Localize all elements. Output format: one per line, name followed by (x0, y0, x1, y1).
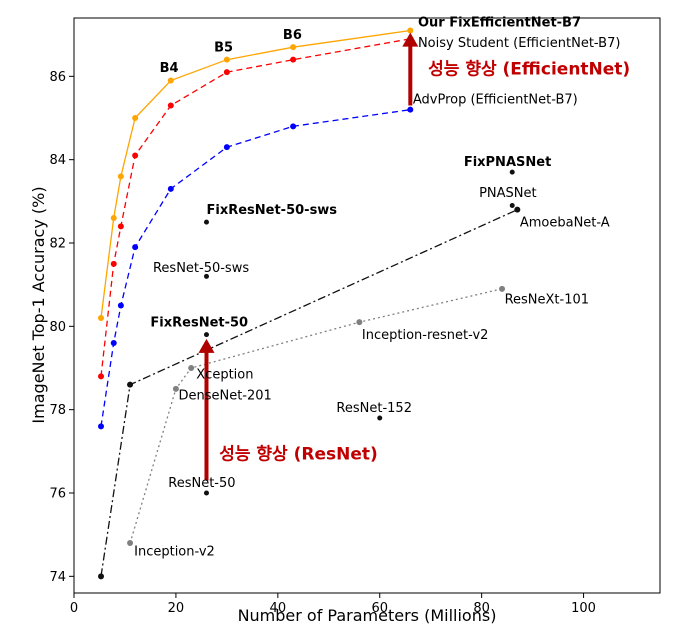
arrow-layer (198, 32, 419, 481)
y-axis-title: ImageNet Top-1 Accuracy (%) (29, 186, 48, 423)
single-points (203, 169, 515, 496)
series-point-fix-efficientnet (132, 115, 139, 121)
series-point-nas-family (98, 573, 105, 580)
label-advprop-label: AdvProp (EfficientNet-B7) (413, 92, 578, 107)
series-point-noisy-student (290, 56, 297, 63)
series-point-advprop (407, 106, 414, 113)
series-point-advprop (117, 302, 124, 309)
model-point (509, 203, 515, 208)
x-tick-label: 60 (371, 601, 388, 616)
callout-resnet-gain: 성능 향상 (ResNet) (219, 444, 378, 465)
x-tick-label: 0 (70, 601, 78, 616)
series-point-advprop (110, 340, 117, 346)
label-pnasnet: PNASNet (479, 186, 537, 201)
series-layer (98, 27, 521, 580)
series-point-advprop (132, 244, 139, 251)
label-resnext-101: ResNeXt-101 (505, 292, 589, 307)
label-inception-resnet-v2: Inception-resnet-v2 (362, 328, 489, 343)
x-tick-label: 100 (571, 601, 596, 616)
model-point (377, 415, 383, 421)
series-point-noisy-student (117, 223, 124, 230)
y-tick-label: 80 (49, 320, 66, 335)
plot-frame (73, 17, 661, 594)
label-resnet-50-sws: ResNet-50-sws (153, 261, 249, 276)
efficientnet-arrow-head (402, 32, 419, 47)
y-tick-label: 74 (49, 570, 66, 585)
series-point-inception-family (499, 285, 506, 292)
series-point-inception-family (356, 319, 363, 326)
resnet-arrow-head (198, 338, 215, 353)
label-amoebanet-a: AmoebaNet-A (520, 215, 610, 230)
series-point-fix-efficientnet (167, 77, 174, 84)
x-axis-ticks: 0 20 40 60 80 100 (70, 593, 596, 616)
series-point-fix-efficientnet (223, 56, 230, 63)
series-point-noisy-student (167, 102, 174, 109)
y-tick-label: 86 (49, 70, 66, 85)
label-b6: B6 (283, 28, 302, 43)
series-point-fix-efficientnet (290, 44, 297, 51)
x-tick-label: 20 (168, 601, 185, 616)
series-point-advprop (223, 144, 230, 151)
series-point-noisy-student (223, 69, 230, 76)
series-point-noisy-student (132, 152, 139, 159)
model-point (203, 273, 209, 279)
label-resnet-50: ResNet-50 (168, 476, 235, 491)
model-point (509, 169, 515, 175)
label-b4: B4 (160, 61, 179, 76)
model-point (203, 332, 209, 338)
series-line-fix-efficientnet (100, 29, 411, 319)
label-inception-v2: Inception-v2 (134, 545, 215, 560)
series-point-inception-family (127, 540, 134, 546)
x-tick-label: 40 (270, 601, 287, 616)
series-point-advprop (290, 123, 297, 130)
y-tick-label: 82 (49, 237, 66, 252)
series-point-fix-efficientnet (110, 215, 117, 221)
model-point (203, 219, 209, 225)
series-point-noisy-student (98, 373, 105, 380)
series-line-noisy-student (100, 38, 411, 377)
series-point-fix-efficientnet (98, 315, 105, 321)
x-axis-title: Number of Parameters (Millions) (238, 606, 497, 625)
label-xception: Xception (196, 367, 253, 382)
label-densenet-201: DenseNet-201 (178, 388, 271, 403)
callout-efficientnet-gain: 성능 향상 (EfficientNet) (428, 58, 630, 79)
label-fixresnet-50: FixResNet-50 (150, 315, 248, 330)
series-line-advprop (100, 109, 411, 427)
y-tick-label: 84 (49, 153, 66, 168)
series-point-advprop (98, 423, 105, 430)
x-tick-label: 80 (473, 601, 490, 616)
y-tick-label: 78 (49, 403, 66, 418)
label-layer: B4 B5 B6 Our FixEfficientNet-B7 Noisy Studen… (134, 15, 630, 559)
series-point-fix-efficientnet (407, 27, 414, 34)
y-tick-label: 76 (49, 487, 66, 502)
series-point-inception-family (188, 365, 195, 371)
label-our-fixefficientnet-b7: Our FixEfficientNet-B7 (418, 15, 581, 30)
series-point-advprop (167, 185, 174, 192)
label-fixresnet-50-sws: FixResNet-50-sws (206, 203, 337, 218)
model-point (203, 490, 209, 496)
label-resnet-152: ResNet-152 (336, 401, 412, 416)
series-point-noisy-student (110, 260, 117, 267)
series-point-inception-family (172, 385, 179, 392)
series-point-nas-family (127, 381, 134, 388)
label-fixpnasnet: FixPNASNet (464, 155, 551, 170)
label-noisy-student-label: Noisy Student (EfficientNet-B7) (418, 36, 620, 51)
label-b5: B5 (214, 40, 233, 55)
y-axis-ticks: 74 76 78 80 82 84 86 (49, 70, 74, 585)
series-point-nas-family (514, 206, 521, 213)
series-point-fix-efficientnet (117, 173, 124, 180)
